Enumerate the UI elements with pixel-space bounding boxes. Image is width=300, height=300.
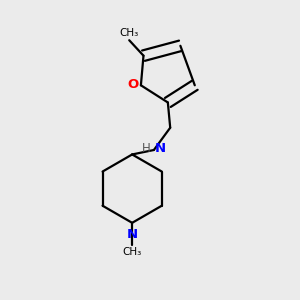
Text: H: H: [142, 142, 151, 155]
Text: O: O: [128, 78, 139, 91]
Text: N: N: [127, 228, 138, 241]
Text: N: N: [154, 142, 166, 155]
Text: CH₃: CH₃: [119, 28, 138, 38]
Text: CH₃: CH₃: [122, 247, 142, 257]
